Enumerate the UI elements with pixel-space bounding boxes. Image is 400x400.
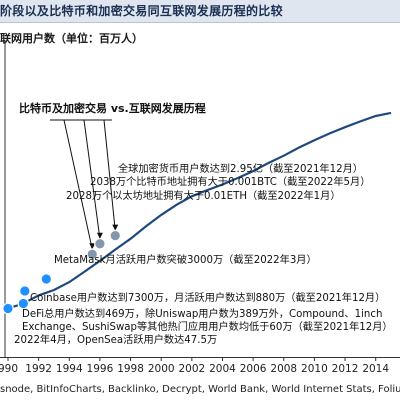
x-tick-label: 2012 — [332, 363, 359, 375]
marker-label: DeFi总用户数达到469万，除Uniswap用户数为389万外，Compoun… — [22, 307, 382, 320]
bracket-arrow — [103, 119, 116, 231]
bracket-arrow — [83, 119, 101, 239]
series-group — [7, 111, 392, 310]
x-tick-label: 990 — [0, 363, 18, 375]
marker-label: MetaMask月活跃用户数突破3000万（截至2022年3月） — [54, 253, 317, 266]
data-marker — [2, 302, 14, 315]
x-tick-label: 2004 — [209, 363, 236, 375]
y-axis-label: 联网用户数（单位：百万人） — [0, 32, 143, 45]
x-tick-label: 2006 — [240, 363, 267, 375]
data-marker — [86, 248, 99, 260]
source-note: snode, BitInfoCharts, Backlinko, Decrypt… — [0, 384, 400, 395]
bracket-group: 比特币及加密交易 vs.互联网发展历程 — [19, 101, 206, 250]
marker-label: 2028万个以太坊地址拥有大于0.01ETH（截至2022年1月） — [66, 189, 341, 202]
page-title: 阶段以及比特币和加密交易同互联网发展历程的比较 — [0, 4, 283, 18]
marker-label: Coinbase用户数达到7300万，月活跃用户数达到880万（截至2021年1… — [30, 291, 385, 304]
markers-group — [2, 229, 122, 315]
marker-label: 2038万个比特币地址拥有大于0.001BTC（截至2022年5月） — [90, 175, 370, 188]
x-tick-label: 1996 — [87, 363, 114, 375]
marker-label: Exchange、SushiSwap等其他热门应用用户数均低于60万（截至202… — [22, 320, 393, 333]
arrow-head — [89, 243, 96, 250]
data-marker — [94, 237, 106, 250]
data-marker — [17, 297, 30, 310]
bracket-arrow — [63, 119, 93, 250]
x-tick-label: 2010 — [301, 363, 328, 375]
series-line — [7, 111, 392, 310]
x-tick-label: 2014 — [362, 363, 389, 375]
x-tick-label: 2000 — [148, 363, 175, 375]
labels-group: 2022年4月，OpenSea活跃用户数达47.5万 DeFi总用户数达到469万… — [14, 162, 393, 346]
x-tick-label: 1994 — [56, 363, 83, 375]
header-bar — [0, 0, 400, 23]
bracket-label: 比特币及加密交易 vs.互联网发展历程 — [19, 101, 206, 115]
axes-group: 990 1992 1994 1996 1998 2000 2002 2004 2006 2008 2… — [0, 40, 389, 375]
marker-label: 2022年4月，OpenSea活跃用户数达47.5万 — [14, 333, 217, 346]
data-marker — [40, 273, 53, 285]
data-marker — [19, 285, 31, 297]
x-tick-label: 1998 — [117, 363, 144, 375]
x-tick-label: 2002 — [178, 363, 205, 375]
x-tick-label: 2008 — [270, 363, 297, 375]
arrow-head — [112, 224, 119, 231]
x-axis-frame — [0, 357, 400, 358]
arrow-head — [96, 232, 103, 239]
x-tick-label: 1992 — [25, 363, 52, 375]
data-marker — [109, 229, 122, 242]
marker-label: 全球加密货币用户数达到2.95亿（截至2021年12月） — [118, 162, 363, 175]
